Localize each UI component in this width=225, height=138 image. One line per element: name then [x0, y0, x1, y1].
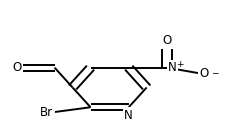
Text: O: O	[162, 34, 171, 47]
Text: Br: Br	[40, 106, 53, 119]
Text: +: +	[175, 60, 182, 69]
Text: N: N	[124, 109, 133, 122]
Text: O: O	[199, 67, 208, 80]
Text: O: O	[13, 61, 22, 74]
Text: −: −	[210, 69, 217, 78]
Text: N: N	[167, 61, 176, 74]
